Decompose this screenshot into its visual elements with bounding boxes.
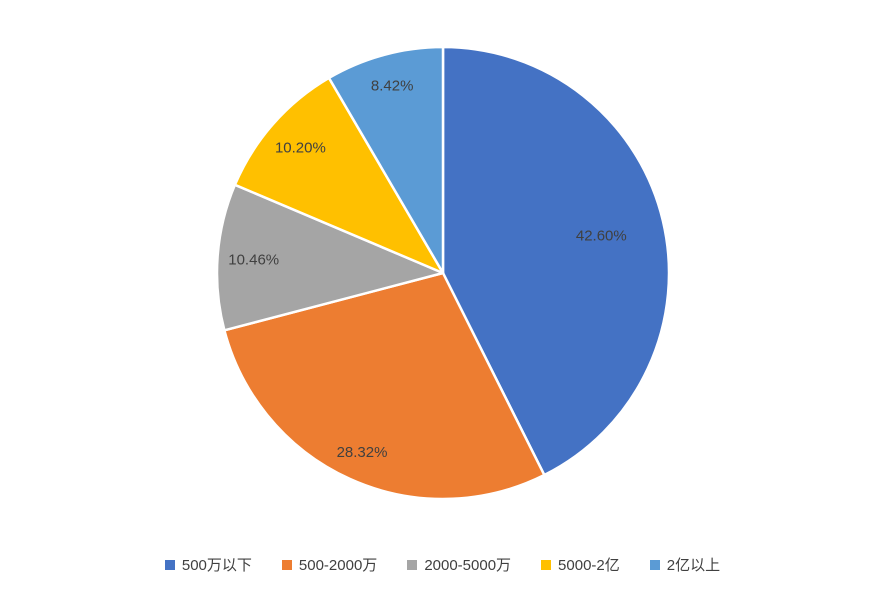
pie-data-label-0: 42.60% [576, 228, 627, 245]
legend-label: 2亿以上 [666, 556, 721, 574]
pie-slice-0 [441, 45, 671, 477]
pie-data-label-3: 10.20% [275, 140, 326, 157]
legend-swatch-icon [541, 560, 552, 570]
legend-item-2: 2000-5000万 [407, 558, 511, 573]
pie-slice-2 [215, 183, 445, 332]
pie-plot-area: 42.60% 28.32% 10.46% 10.20% 8.42% [215, 45, 671, 501]
legend-label: 500万以下 [181, 556, 252, 574]
legend-swatch-icon [281, 560, 292, 570]
legend-label: 2000-5000万 [424, 556, 512, 574]
legend-label: 500-2000万 [298, 556, 378, 574]
legend-swatch-icon [164, 560, 175, 570]
pie-slice-3 [233, 76, 445, 275]
chart-legend: 500万以下 500-2000万 2000-5000万 5000-2亿 2亿以上 [0, 544, 885, 586]
legend-item-1: 500-2000万 [281, 556, 378, 574]
pie-slice-1 [223, 271, 546, 501]
legend-swatch-icon [649, 560, 660, 570]
legend-item-3: 5000-2亿 [541, 558, 620, 573]
legend-item-0: 500万以下 [164, 556, 252, 574]
pie-data-label-2: 10.46% [228, 251, 279, 268]
legend-swatch-icon [407, 560, 418, 570]
legend-item-4: 2亿以上 [649, 556, 721, 574]
legend-label: 5000-2亿 [558, 556, 620, 574]
pie-slice-4 [327, 45, 445, 275]
pie-data-label-4: 8.42% [371, 77, 414, 94]
pie-data-label-1: 28.32% [337, 444, 388, 461]
